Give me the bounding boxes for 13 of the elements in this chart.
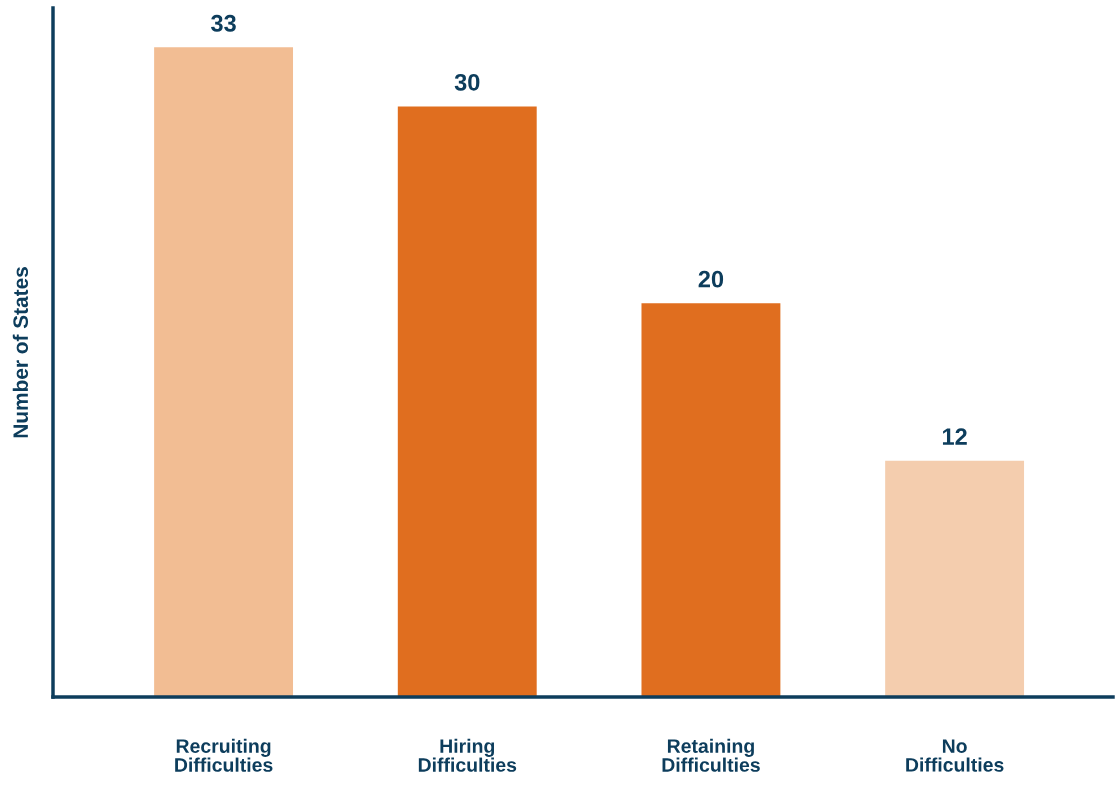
data-label: 33 [210, 14, 236, 32]
bar [641, 303, 781, 697]
x-tick-label: Hiring Difficulties [418, 738, 517, 772]
data-label: 30 [454, 73, 480, 91]
x-tick-label: Retaining Difficulties [662, 738, 760, 772]
x-tick-label: No Difficulties [906, 739, 1004, 772]
y-axis-title: Number of States [12, 267, 29, 438]
data-label: 12 [942, 428, 967, 445]
bar [885, 460, 1025, 697]
data-label: 20 [698, 270, 724, 288]
bar [154, 47, 294, 697]
x-tick-label: Recruiting Difficulties [175, 738, 273, 772]
bar [397, 106, 537, 697]
